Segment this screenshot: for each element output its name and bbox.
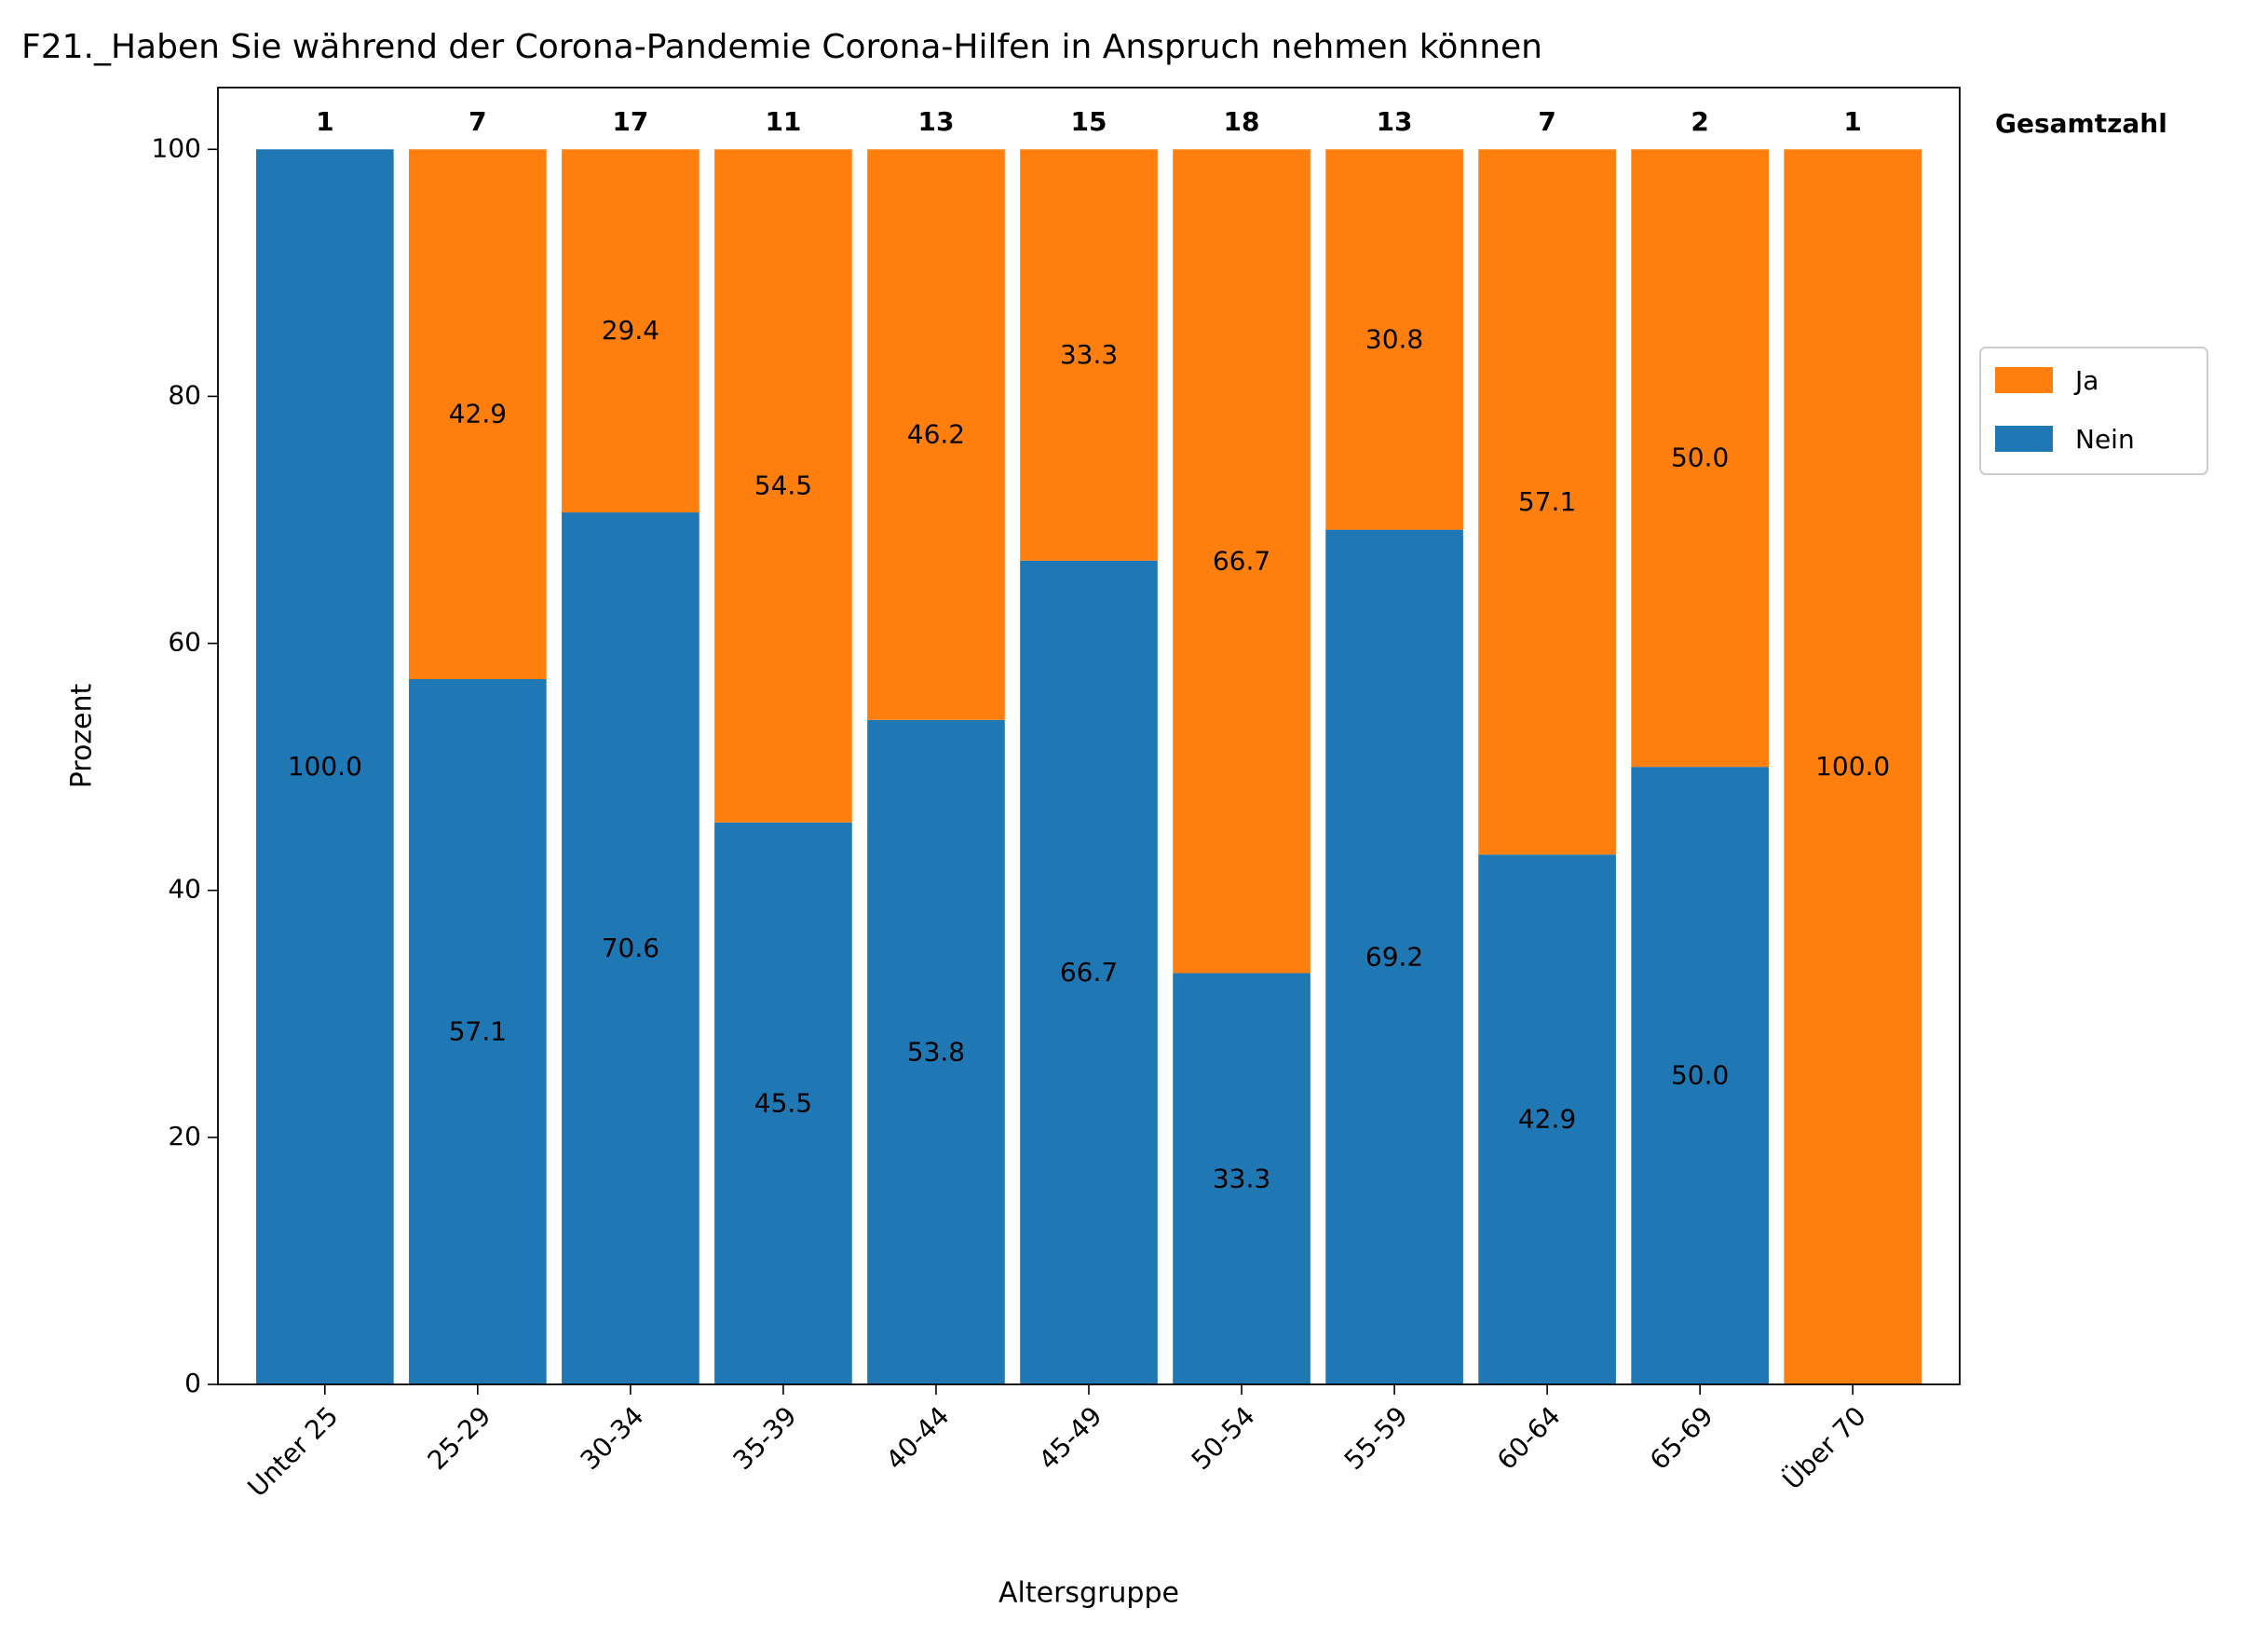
- bar-segment: [1478, 854, 1616, 1384]
- legend-label: Nein: [2075, 424, 2135, 455]
- value-label: 33.3: [1213, 1163, 1270, 1193]
- bar-segment: [1325, 149, 1463, 530]
- bar-segment: [562, 512, 699, 1384]
- y-tick-label: 0: [184, 1368, 201, 1398]
- value-label: 69.2: [1365, 941, 1423, 972]
- value-label: 70.6: [602, 933, 659, 963]
- total-label: 7: [1538, 106, 1555, 137]
- bar-segment: [1631, 767, 1769, 1384]
- bar-segment: [409, 149, 547, 680]
- legend-swatch: [1995, 367, 2053, 393]
- total-label: 13: [917, 106, 954, 137]
- bar-segment: [714, 149, 852, 823]
- value-label: 30.8: [1365, 323, 1423, 354]
- y-axis-label: Prozent: [66, 683, 99, 788]
- value-label: 66.7: [1213, 545, 1270, 576]
- value-label: 46.2: [907, 419, 965, 450]
- x-axis-label: Altersgruppe: [998, 1577, 1179, 1610]
- bar-segment: [256, 149, 394, 1384]
- legend-swatch: [1995, 426, 2053, 452]
- bar-segment: [714, 822, 852, 1384]
- total-label: 1: [1843, 106, 1861, 137]
- value-label: 57.1: [1518, 486, 1576, 517]
- total-label: 11: [765, 106, 801, 137]
- y-tick-label: 60: [168, 627, 201, 658]
- legend: Ja Nein: [1979, 347, 2208, 475]
- bar-segment: [1784, 149, 1922, 1384]
- value-label: 100.0: [288, 751, 362, 782]
- bar-segment: [1478, 149, 1616, 855]
- value-label: 66.7: [1060, 957, 1118, 988]
- value-label: 33.3: [1060, 339, 1118, 370]
- total-label: 2: [1691, 106, 1708, 137]
- plot-frame: [217, 87, 1961, 1385]
- total-label: 7: [469, 106, 486, 137]
- y-tick-label: 80: [168, 379, 201, 410]
- total-label: 18: [1224, 106, 1260, 137]
- bar-segment: [1020, 149, 1158, 561]
- bar-segment: [1173, 973, 1311, 1384]
- value-label: 50.0: [1671, 443, 1729, 473]
- value-label: 29.4: [602, 315, 659, 346]
- value-label: 100.0: [1815, 751, 1890, 782]
- bar-segment: [1631, 149, 1769, 768]
- value-label: 42.9: [449, 399, 507, 429]
- bar-segment: [1173, 149, 1311, 974]
- bar-segment: [867, 149, 1005, 720]
- value-label: 53.8: [907, 1036, 965, 1067]
- value-label: 45.5: [754, 1087, 812, 1118]
- bar-segment: [1020, 560, 1158, 1384]
- y-tick-label: 20: [168, 1121, 201, 1151]
- total-label: 1: [316, 106, 333, 137]
- legend-label: Ja: [2073, 365, 2098, 396]
- total-label: 15: [1071, 106, 1107, 137]
- value-label: 57.1: [449, 1016, 507, 1047]
- value-label: 50.0: [1671, 1060, 1729, 1091]
- bar-segment: [867, 719, 1005, 1384]
- bar-segment: [409, 679, 547, 1384]
- bar-segment: [1325, 529, 1463, 1384]
- chart-title: F21._Haben Sie während der Corona-Pandem…: [21, 28, 1542, 66]
- value-label: 54.5: [754, 470, 812, 501]
- y-tick-label: 40: [168, 874, 201, 905]
- value-label: 42.9: [1518, 1104, 1576, 1135]
- bar-segment: [562, 149, 699, 513]
- total-label: 13: [1377, 106, 1413, 137]
- total-label: 17: [612, 106, 648, 137]
- y-tick-label: 100: [152, 132, 201, 163]
- totals-title: Gesamtzahl: [1995, 108, 2167, 139]
